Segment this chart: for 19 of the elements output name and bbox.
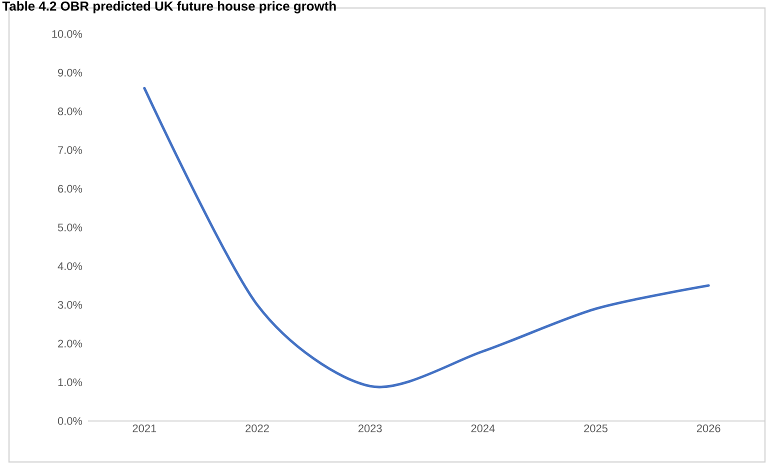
x-tick-label: 2024 <box>471 424 495 432</box>
y-tick-label: 6.0% <box>58 184 82 193</box>
y-tick-label: 9.0% <box>58 68 82 77</box>
y-tick-label: 3.0% <box>58 301 82 309</box>
y-tick-label: 10.0% <box>52 30 82 38</box>
x-tick-label: 2023 <box>358 424 382 432</box>
chart-title: Table 4.2 OBR predicted UK future house price growth <box>2 1 336 14</box>
y-tick-label: 1.0% <box>58 378 82 386</box>
y-tick-label: 4.0% <box>58 262 82 270</box>
y-tick-label: 2.0% <box>58 340 82 348</box>
y-tick-label: 5.0% <box>58 224 82 232</box>
x-tick-label: 2022 <box>246 424 269 432</box>
y-tick-label: 7.0% <box>58 146 82 154</box>
x-tick-label: 2025 <box>584 424 608 432</box>
y-tick-label: 8.0% <box>58 108 82 116</box>
line-series <box>143 86 710 388</box>
y-tick-label: 0.0% <box>58 417 82 425</box>
x-tick-label: 2026 <box>696 424 720 432</box>
x-tick-label: 2021 <box>132 424 156 432</box>
